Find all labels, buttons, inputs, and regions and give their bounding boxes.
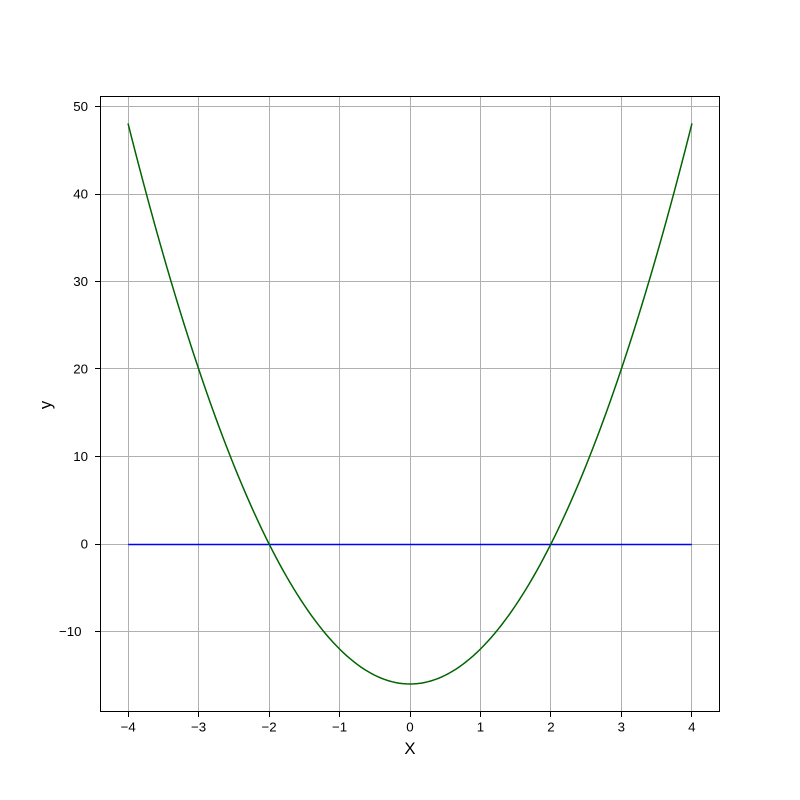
svg-text:10: 10 [73, 449, 88, 464]
svg-text:−1: −1 [332, 720, 347, 735]
svg-text:2: 2 [547, 720, 554, 735]
svg-text:40: 40 [73, 187, 88, 202]
svg-text:4: 4 [688, 720, 695, 735]
svg-text:1: 1 [477, 720, 484, 735]
svg-text:−10: −10 [59, 624, 82, 639]
svg-text:−4: −4 [121, 720, 136, 735]
svg-text:X: X [404, 739, 415, 758]
svg-text:0: 0 [81, 537, 88, 552]
svg-text:30: 30 [73, 274, 88, 289]
svg-text:50: 50 [73, 99, 88, 114]
svg-text:−2: −2 [262, 720, 277, 735]
svg-text:−3: −3 [191, 720, 206, 735]
svg-text:y: y [36, 400, 55, 409]
svg-text:3: 3 [618, 720, 625, 735]
svg-text:20: 20 [73, 362, 88, 377]
svg-text:0: 0 [406, 720, 413, 735]
